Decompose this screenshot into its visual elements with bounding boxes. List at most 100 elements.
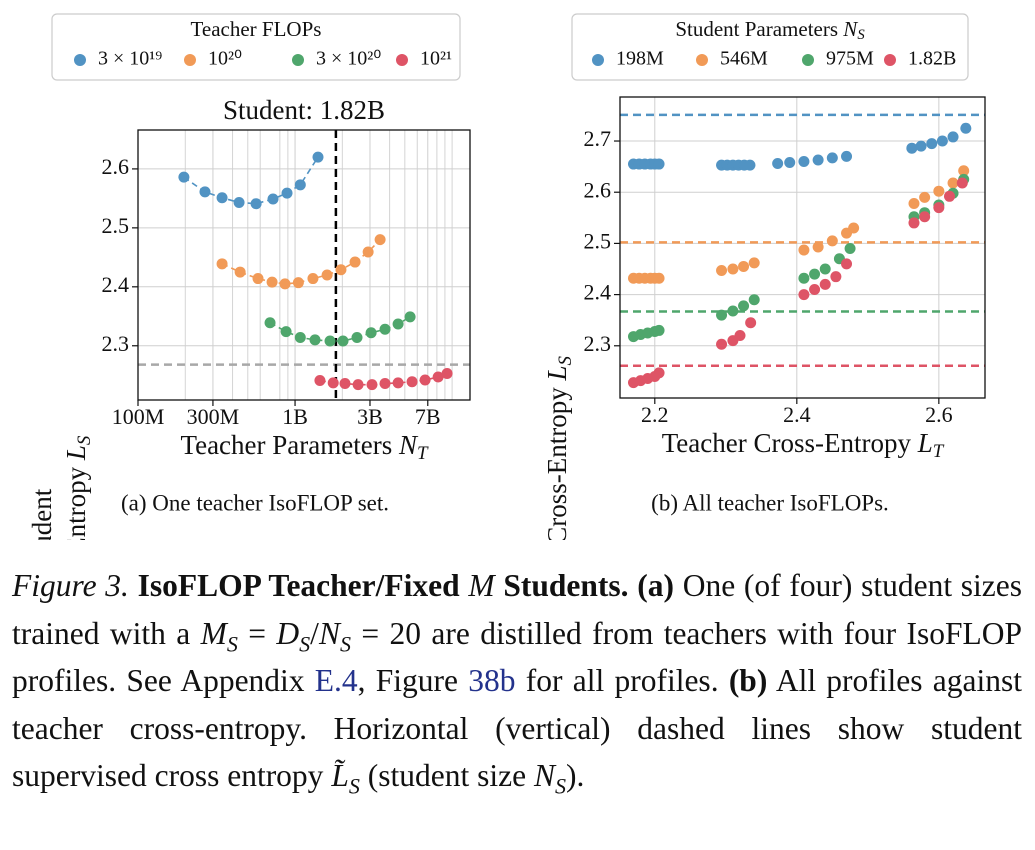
point xyxy=(327,377,339,389)
point xyxy=(798,156,810,167)
point xyxy=(734,330,746,342)
point xyxy=(772,158,784,170)
point xyxy=(738,260,750,272)
x-tick-label: 1B xyxy=(282,404,308,429)
x-axis-label-text: Teacher Cross-Entropy xyxy=(662,428,918,458)
point xyxy=(956,177,968,189)
x-tick-label: 300M xyxy=(187,404,240,429)
x-axis-label-symbol: N xyxy=(398,430,419,460)
point xyxy=(812,241,824,253)
x-axis-label: Teacher Parameters NT xyxy=(180,430,429,464)
caption-sub: S xyxy=(226,630,238,656)
point xyxy=(406,376,418,388)
point xyxy=(947,177,959,189)
caption-math: D xyxy=(276,615,300,651)
legend-label: 546M xyxy=(720,48,768,70)
legend-title-symbol: N xyxy=(842,17,858,41)
point xyxy=(392,318,404,330)
caption-math: N xyxy=(318,615,340,651)
subcaption: (a) One teacher IsoFLOP set. xyxy=(121,490,389,515)
point xyxy=(958,165,970,177)
legend-marker xyxy=(802,54,814,66)
y-tick-label: 2.6 xyxy=(584,177,612,202)
caption-math: L̃ xyxy=(331,758,349,793)
point xyxy=(947,131,959,143)
y-tick-label: 2.3 xyxy=(584,331,612,356)
point xyxy=(653,158,665,170)
point xyxy=(280,326,292,338)
point xyxy=(379,323,391,335)
y-tick-label: 2.3 xyxy=(102,331,130,356)
legend-label: 10²⁰ xyxy=(208,48,242,70)
legend-title: Teacher FLOPs xyxy=(191,17,322,41)
point xyxy=(339,377,351,389)
caption-plain: , Figure xyxy=(357,663,469,698)
plot-frame xyxy=(619,96,986,399)
point xyxy=(178,171,190,183)
y-axis-label: Student Cross-Entropy LS xyxy=(542,355,576,540)
legend-label: 10²¹ xyxy=(420,48,452,70)
point xyxy=(199,186,211,198)
x-axis-label-symbol: L xyxy=(917,428,933,458)
point xyxy=(292,277,304,289)
point xyxy=(798,244,810,256)
point xyxy=(830,271,842,283)
point xyxy=(314,375,326,387)
caption-italic: Figure 3. xyxy=(12,568,129,603)
point xyxy=(216,258,228,270)
point xyxy=(441,367,453,379)
point xyxy=(250,198,262,210)
point xyxy=(908,197,920,209)
y-tick-label: 2.4 xyxy=(102,272,130,297)
point xyxy=(324,335,336,347)
caption-plain: = xyxy=(237,615,277,651)
point xyxy=(321,269,333,281)
point xyxy=(919,211,931,223)
point xyxy=(252,273,264,285)
caption-plain: One (of four) student sizes trained with… xyxy=(12,568,1023,651)
legend-label: 975M xyxy=(826,48,874,70)
y-axis-label-text: Student Cross-Entropy xyxy=(542,380,572,540)
point xyxy=(844,243,856,255)
caption-bold: IsoFLOP Teacher/Fixed xyxy=(137,568,469,603)
point xyxy=(281,187,293,199)
x-axis-label: Teacher Cross-Entropy LT xyxy=(662,428,945,462)
point xyxy=(798,272,810,284)
point xyxy=(819,278,831,290)
point xyxy=(309,334,321,346)
legend-title-text: Teacher FLOPs xyxy=(191,17,322,41)
caption-sub: S xyxy=(348,773,360,799)
point xyxy=(365,327,377,339)
x-axis-label-sub: T xyxy=(933,441,945,462)
caption-plain: / xyxy=(310,615,319,651)
legend-marker xyxy=(884,54,896,66)
caption-plain xyxy=(629,568,638,603)
point xyxy=(727,263,739,275)
point xyxy=(264,317,276,329)
caption-plain: for all profiles. xyxy=(515,663,729,698)
caption-sub: S xyxy=(554,773,567,799)
point xyxy=(335,264,347,276)
caption-math: M xyxy=(200,615,227,651)
x-tick-label: 2.2 xyxy=(641,402,669,427)
point xyxy=(748,294,760,306)
point xyxy=(312,151,324,163)
caption-math: M xyxy=(468,568,495,603)
x-tick-label: 7B xyxy=(415,404,441,429)
point xyxy=(716,265,728,277)
point xyxy=(379,377,391,389)
caption-link[interactable]: E.4 xyxy=(314,663,358,698)
caption-plain: ). xyxy=(566,758,585,793)
legend-box xyxy=(571,13,969,81)
caption-plain: = 20 xyxy=(350,615,422,651)
point xyxy=(432,371,444,383)
point xyxy=(352,379,364,391)
x-tick-label: 2.4 xyxy=(783,402,811,427)
caption-link[interactable]: 38b xyxy=(468,663,516,698)
point xyxy=(716,309,728,321)
point xyxy=(392,377,404,389)
caption-bold: Students. xyxy=(494,568,629,603)
point xyxy=(294,332,306,344)
caption-plain: (student size xyxy=(359,758,534,793)
x-tick-label: 3B xyxy=(357,404,383,429)
